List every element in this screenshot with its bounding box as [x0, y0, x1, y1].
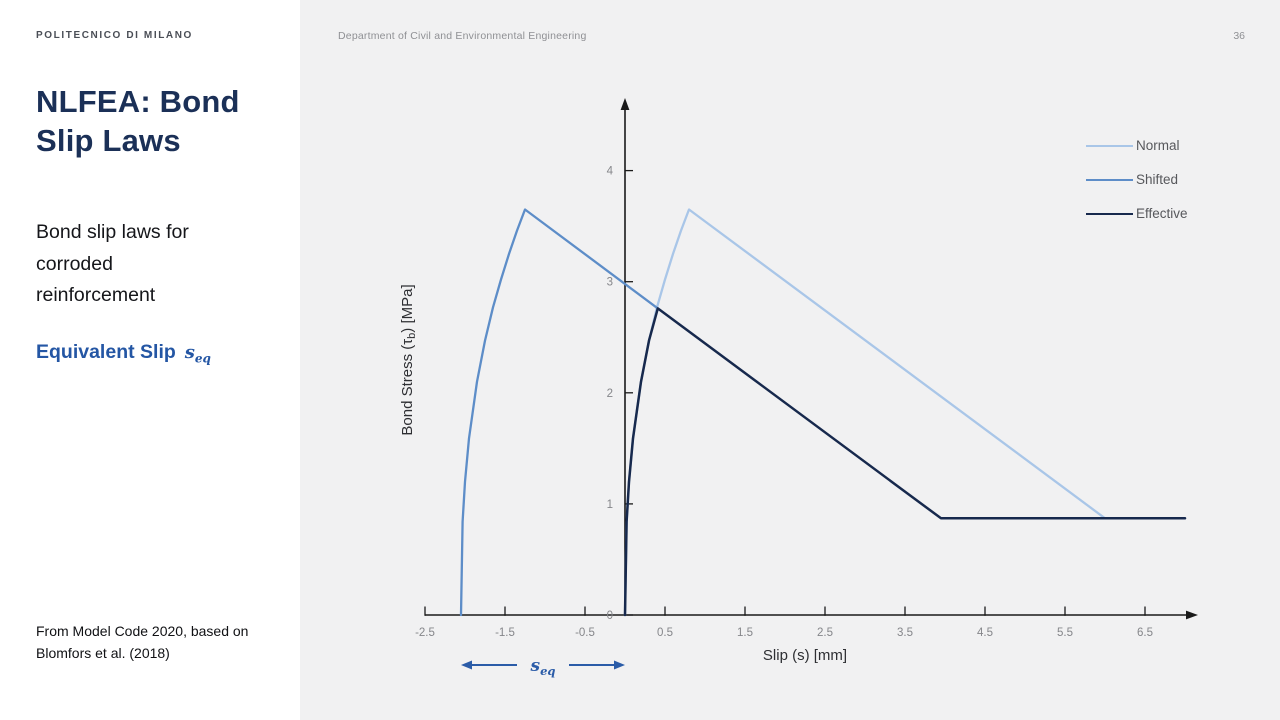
footnote-line-2: Blomfors et al. (2018) [36, 644, 170, 661]
y-tick-label: 3 [607, 277, 613, 289]
legend-row-shifted: Shifted [1086, 171, 1188, 188]
seq-annotation-label: seq [530, 656, 556, 678]
y-tick-label: 4 [607, 166, 614, 178]
department-header: Department of Civil and Environmental En… [338, 30, 587, 42]
x-tick-label: 3.5 [897, 627, 913, 639]
x-tick-label: 1.5 [737, 627, 753, 639]
seq-arrowhead-right [614, 660, 625, 670]
y-tick-label: 0 [607, 610, 613, 622]
seq-arrowhead-left [461, 660, 472, 670]
x-tick-label: -1.5 [495, 627, 515, 639]
brand-label: POLITECNICO DI MILANO [36, 30, 193, 41]
seq-symbol: seq [184, 342, 211, 366]
sidebar-panel: POLITECNICO DI MILANO NLFEA: Bond Slip L… [0, 0, 300, 720]
series-shifted-line [459, 208, 659, 617]
legend-row-normal: Normal [1086, 137, 1188, 154]
legend-label-effective: Effective [1136, 206, 1188, 221]
series-effective-line [623, 307, 1187, 617]
content-panel: Department of Civil and Environmental En… [300, 0, 1280, 720]
page-number: 36 [1233, 30, 1245, 42]
slide-subtitle: Bond slip laws for corroded reinforcemen… [36, 221, 189, 307]
equivalent-slip-heading: Equivalent Slip seq [36, 341, 211, 366]
x-tick-label: 5.5 [1057, 627, 1073, 639]
equivalent-slip-text: Equivalent Slip [36, 341, 176, 363]
y-tick-label: 2 [607, 388, 613, 400]
x-tick-label: 6.5 [1137, 627, 1153, 639]
footnote-line-1: From Model Code 2020, based on [36, 623, 249, 639]
series-normal-line [623, 208, 1187, 617]
x-tick-label: 0.5 [657, 627, 673, 639]
legend-label-normal: Normal [1136, 138, 1180, 153]
bond-slip-chart: -2.5 -1.5 -0.5 0.5 1.5 2.5 3.5 4.5 5.5 6.5 0 1 2 3 4 S… [380, 95, 1200, 695]
x-tick-label: 2.5 [817, 627, 833, 639]
effective-line-swatch [1086, 212, 1133, 215]
y-axis-arrowhead [620, 98, 630, 110]
x-axis-arrowhead [1186, 610, 1198, 620]
source-footnote: From Model Code 2020, based on Blomfors … [36, 621, 248, 664]
page-title: NLFEA: Bond Slip Laws [36, 84, 240, 159]
y-axis-label: Bond Stress (τb) [MPa] [399, 284, 418, 435]
shifted-line-swatch [1086, 178, 1133, 181]
normal-line-swatch [1086, 144, 1133, 147]
x-tick-label: -2.5 [415, 627, 435, 639]
legend-label-shifted: Shifted [1136, 172, 1179, 187]
x-tick-label: 4.5 [977, 627, 993, 639]
chart-svg: -2.5 -1.5 -0.5 0.5 1.5 2.5 3.5 4.5 5.5 6.5 0 1 2 3 4 S… [399, 98, 1198, 678]
x-tick-label: -0.5 [575, 627, 595, 639]
x-axis-label: Slip (s) [mm] [763, 647, 847, 664]
legend-row-effective: Effective [1086, 205, 1188, 222]
y-tick-label: 1 [607, 499, 613, 511]
chart-legend: Normal Shifted Effective [1086, 137, 1188, 239]
